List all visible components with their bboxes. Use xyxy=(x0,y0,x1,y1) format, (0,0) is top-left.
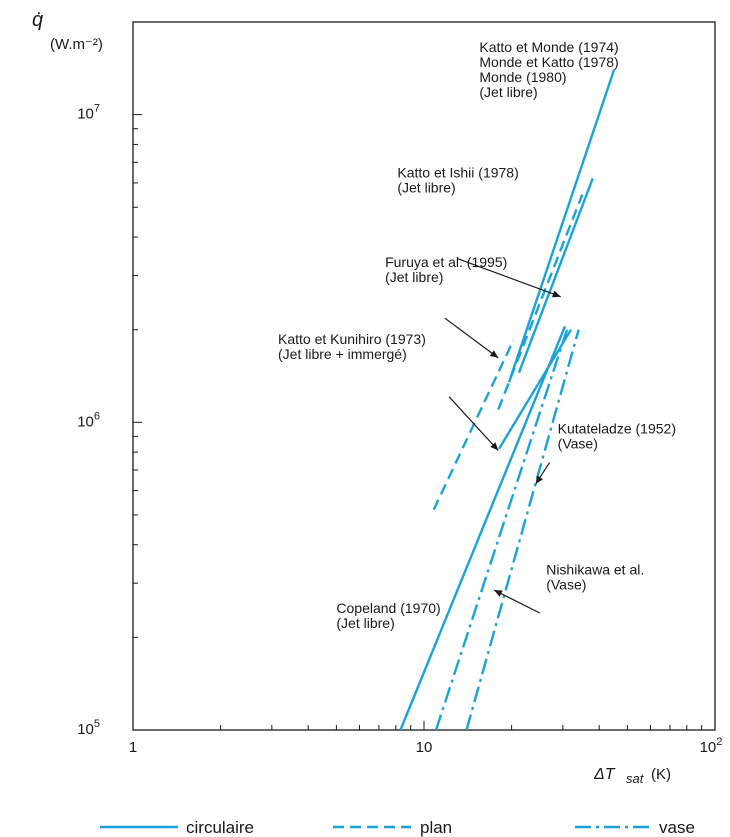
series-line-circulaire xyxy=(399,325,567,731)
annotation-label: Copeland (1970) (Jet libre) xyxy=(336,600,440,631)
series-line-circulaire xyxy=(517,178,594,374)
arrowhead xyxy=(535,475,543,485)
annotation-arrow xyxy=(448,396,499,451)
legend: circulaire plan vase xyxy=(100,818,695,837)
y-tick-label: 105 xyxy=(77,718,100,738)
x-tick-label: 102 xyxy=(700,736,723,756)
series-line-vase xyxy=(465,329,580,731)
legend-label-vase: vase xyxy=(659,818,695,837)
annotation-arrow xyxy=(457,258,561,298)
annotations: Katto et Monde (1974) Monde et Katto (197… xyxy=(278,39,676,631)
annotation-label: Furuya et al. (1995) (Jet libre) xyxy=(385,254,507,285)
arrowhead xyxy=(490,442,499,451)
annotation-label: Katto et Ishii (1978) (Jet libre) xyxy=(397,164,518,195)
annotation-arrow xyxy=(444,317,499,359)
y-tick-label: 107 xyxy=(77,103,100,123)
arrowhead xyxy=(493,590,503,597)
plot-frame xyxy=(132,21,716,731)
series-line-plan xyxy=(497,194,584,411)
x-axis-subscript: sat xyxy=(626,771,645,786)
y-axis-symbol: q̇ xyxy=(32,9,43,31)
legend-label-circulaire: circulaire xyxy=(186,818,254,837)
y-axis-label: q̇ (W.m⁻²) xyxy=(32,9,103,53)
x-axis-unit: (K) xyxy=(651,766,671,783)
series-line-circulaire xyxy=(497,329,573,450)
legend-label-plan: plan xyxy=(420,818,452,837)
annotation-label: Kutateladze (1952) (Vase) xyxy=(558,420,676,451)
x-axis-main: ΔT xyxy=(593,766,616,783)
axis-ticks: 1 10 102 105 106 107 xyxy=(77,21,723,756)
x-axis-label: ΔT sat (K) xyxy=(593,766,671,786)
x-tick-label: 10 xyxy=(416,739,433,756)
arrowhead xyxy=(489,350,499,358)
y-tick-label: 106 xyxy=(77,410,100,430)
series-line-plan xyxy=(432,339,515,511)
x-tick-label: 1 xyxy=(129,739,137,756)
arrowhead xyxy=(552,290,561,298)
annotation-arrow xyxy=(493,589,541,614)
annotation-label: Nishikawa et al. (Vase) xyxy=(546,562,644,593)
series-line-vase xyxy=(434,329,569,731)
series-layer xyxy=(399,69,616,731)
series-line-circulaire xyxy=(507,69,616,383)
y-axis-unit: (W.m⁻²) xyxy=(50,36,103,53)
annotation-label: Katto et Kunihiro (1973) (Jet libre + imm… xyxy=(278,331,426,362)
annotation-label: Katto et Monde (1974) Monde et Katto (197… xyxy=(479,39,618,100)
